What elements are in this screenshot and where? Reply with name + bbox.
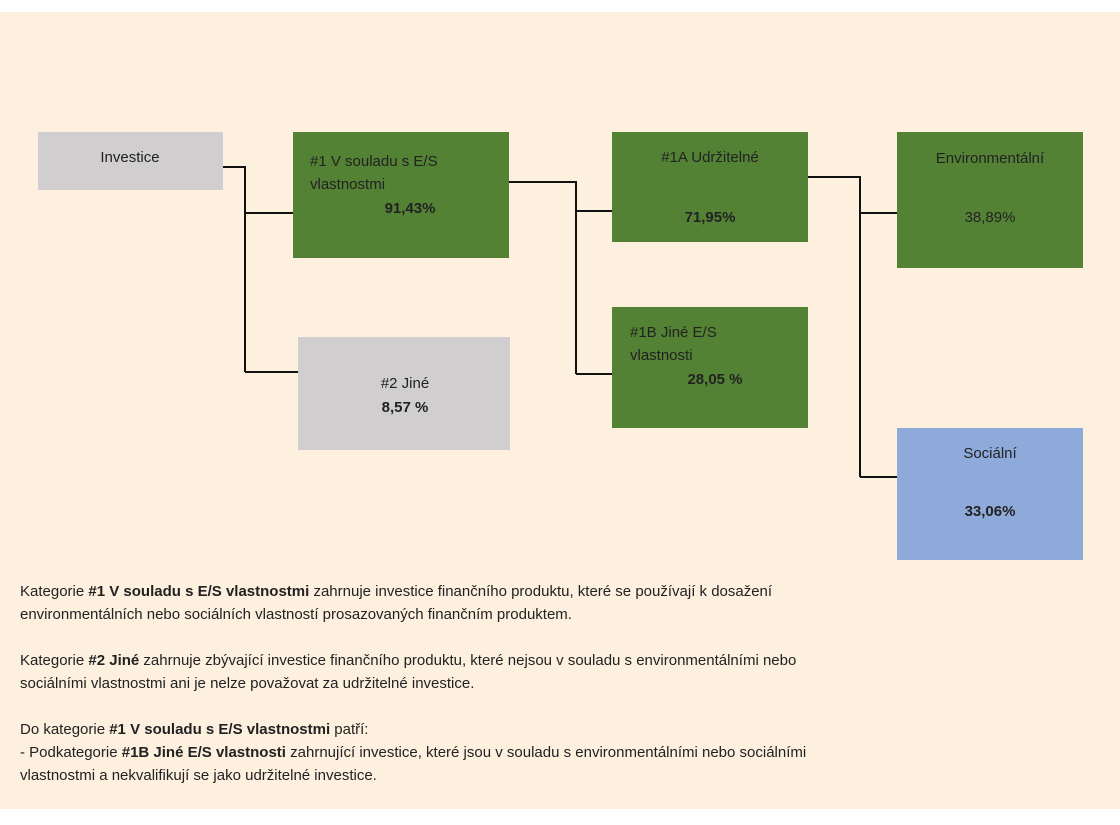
paragraph-line: - Podkategorie #1B Jiné E/S vlastnosti z… — [20, 744, 806, 761]
node-box — [612, 132, 808, 242]
node-label: 8,57 % — [382, 399, 429, 416]
node-label: Investice — [100, 149, 159, 166]
bold-text: #1 V souladu s E/S vlastnostmi — [109, 721, 330, 738]
paragraph-line: sociálními vlastnostmi ani je nelze pova… — [20, 675, 474, 692]
node-label: vlastnostmi — [310, 176, 385, 193]
node-label: #1 V souladu s E/S — [310, 153, 438, 170]
text-run: Kategorie — [20, 652, 88, 669]
node: #1B Jiné E/S vlastnosti 28,05 % — [612, 307, 808, 428]
node-box — [612, 307, 808, 428]
node-label: 38,89% — [965, 209, 1016, 226]
bold-text: #1B Jiné E/S vlastnosti — [122, 744, 286, 761]
paragraph-line: environmentálních nebo sociálních vlastn… — [20, 606, 572, 623]
connectors — [223, 166, 897, 478]
connector — [808, 176, 897, 478]
connector — [509, 181, 612, 375]
node-label: Sociální — [963, 445, 1017, 462]
text-run: sociálními vlastnostmi ani je nelze pova… — [20, 675, 474, 692]
node-label: 33,06% — [965, 503, 1016, 520]
text-run: zahrnuje zbývající investice finančního … — [139, 652, 796, 669]
node: #2 Jiné 8,57 % — [298, 337, 510, 450]
text-run: zahrnuje investice finančního produktu, … — [309, 583, 773, 600]
paragraph-line: Do kategorie #1 V souladu s E/S vlastnos… — [20, 721, 368, 738]
node-label: 28,05 % — [687, 371, 742, 388]
text-run: Kategorie — [20, 583, 88, 600]
text-run: vlastnostmi a nekvalifikují se jako udrž… — [20, 767, 377, 784]
node-label: #1A Udržitelné — [661, 149, 759, 166]
paragraph-line: vlastnostmi a nekvalifikují se jako udrž… — [20, 767, 377, 784]
text-run: zahrnující investice, které jsou v soula… — [286, 744, 806, 761]
node: Investice — [38, 132, 223, 190]
text-run: - Podkategorie — [20, 744, 122, 761]
node-label: 91,43% — [385, 200, 436, 217]
node-label: #1B Jiné E/S — [630, 324, 717, 341]
node: Environmentální 38,89% — [897, 132, 1083, 268]
text-run: Do kategorie — [20, 721, 109, 738]
node-label: vlastnosti — [630, 347, 693, 364]
node-label: Environmentální — [936, 150, 1045, 167]
node-box — [897, 132, 1083, 268]
node-box — [293, 132, 509, 258]
node-box — [897, 428, 1083, 560]
node-box — [298, 337, 510, 450]
node-label: 71,95% — [685, 209, 736, 226]
paragraph-line: Kategorie #1 V souladu s E/S vlastnostmi… — [20, 583, 773, 600]
node: #1A Udržitelné 71,95% — [612, 132, 808, 242]
bold-text: #1 V souladu s E/S vlastnostmi — [88, 583, 309, 600]
paragraph-line: Kategorie #2 Jiné zahrnuje zbývající inv… — [20, 652, 796, 669]
text-run: patří: — [330, 721, 368, 738]
text-run: environmentálních nebo sociálních vlastn… — [20, 606, 572, 623]
connector — [223, 166, 298, 373]
bold-text: #2 Jiné — [88, 652, 139, 669]
node: Sociální 33,06% — [897, 428, 1083, 560]
node-label: #2 Jiné — [381, 375, 429, 392]
node-box — [38, 132, 223, 190]
